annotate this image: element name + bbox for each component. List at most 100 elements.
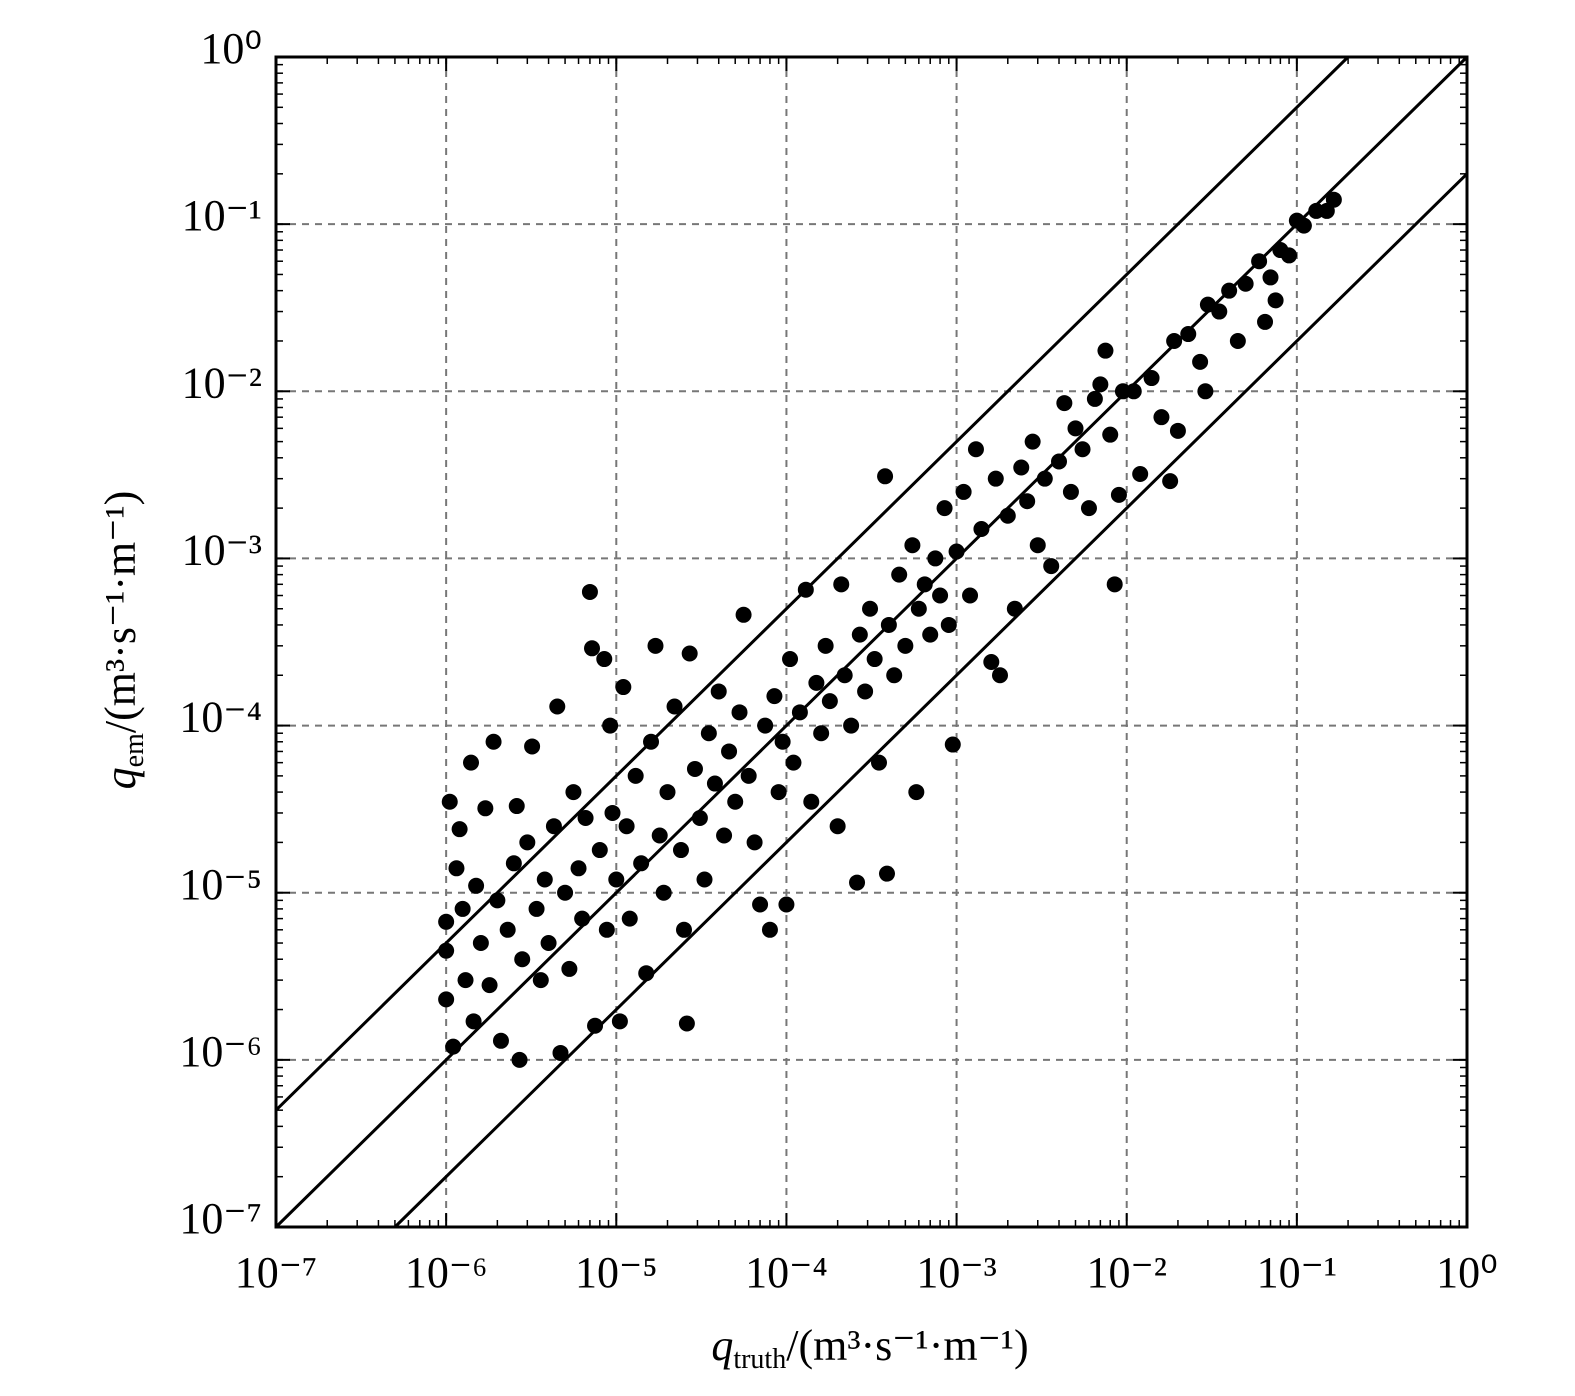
point <box>983 654 1000 671</box>
point <box>897 637 914 654</box>
point <box>454 900 471 917</box>
point <box>877 468 894 485</box>
point <box>1080 500 1097 517</box>
point <box>584 640 601 657</box>
point <box>574 910 591 927</box>
x-label-symbol: q <box>711 1321 733 1370</box>
point <box>891 566 908 583</box>
y-label-unit: /(m³·s⁻¹·m⁻¹) <box>96 491 145 733</box>
point <box>615 679 632 696</box>
point <box>761 921 778 938</box>
point <box>511 1051 528 1068</box>
point <box>973 520 990 537</box>
point <box>481 977 498 994</box>
point <box>1180 326 1197 343</box>
point <box>778 896 795 913</box>
point <box>904 537 921 554</box>
point <box>948 543 965 560</box>
point <box>545 818 562 835</box>
point <box>944 736 961 753</box>
point <box>1281 247 1298 264</box>
point <box>936 500 953 517</box>
point <box>492 1032 509 1049</box>
point <box>862 600 879 617</box>
point <box>587 1017 604 1034</box>
point <box>1074 441 1091 458</box>
point <box>880 616 897 633</box>
point <box>833 576 850 593</box>
point <box>735 606 752 623</box>
point <box>1051 453 1068 470</box>
point <box>536 871 553 888</box>
y-tick-label: 10⁻³ <box>182 526 262 575</box>
y-tick-label: 10⁻⁵ <box>179 860 262 909</box>
point <box>813 725 830 742</box>
point <box>1062 483 1079 500</box>
point <box>808 674 825 691</box>
point <box>1143 370 1160 387</box>
x-tick-label: 10⁻¹ <box>1257 1248 1337 1297</box>
point <box>591 842 608 859</box>
point <box>821 693 838 710</box>
point <box>746 834 763 851</box>
point <box>477 800 494 817</box>
point <box>552 1044 569 1061</box>
x-axis-label: qtruth/(m³·s⁻¹·m⁻¹) <box>711 1321 1028 1375</box>
point <box>1097 342 1114 359</box>
y-tick-label: 10⁻² <box>182 358 262 407</box>
y-tick-label: 10⁰ <box>200 24 262 73</box>
y-tick-label: 10⁻⁶ <box>179 1027 262 1076</box>
point <box>908 784 925 801</box>
point <box>967 441 984 458</box>
point <box>608 871 625 888</box>
point <box>752 896 769 913</box>
point <box>1262 269 1279 286</box>
point <box>1229 332 1246 349</box>
point <box>621 910 638 927</box>
point <box>457 972 474 989</box>
x-tick-label: 10⁻⁵ <box>575 1248 658 1297</box>
point <box>519 834 536 851</box>
x-tick-label: 10⁻² <box>1087 1248 1167 1297</box>
point <box>441 793 458 810</box>
point <box>1237 275 1254 292</box>
point <box>785 754 802 771</box>
reference-line <box>274 55 1350 1112</box>
point <box>999 507 1016 524</box>
point <box>706 775 723 792</box>
point <box>710 683 727 700</box>
point <box>774 733 791 750</box>
point <box>514 951 531 968</box>
point <box>686 760 703 777</box>
x-tick-label: 10⁻⁴ <box>745 1248 828 1297</box>
point <box>1102 426 1119 443</box>
point <box>1029 537 1046 554</box>
point <box>675 921 692 938</box>
point <box>1325 191 1342 208</box>
point <box>766 688 783 705</box>
point <box>940 616 957 633</box>
point <box>489 892 506 909</box>
point <box>1024 433 1041 450</box>
point <box>866 651 883 668</box>
point <box>655 884 672 901</box>
point <box>565 784 582 801</box>
point <box>916 576 933 593</box>
point <box>1006 600 1023 617</box>
y-label-symbol: q <box>96 767 145 789</box>
point <box>843 717 860 734</box>
point <box>651 827 668 844</box>
x-label-unit: /(m³·s⁻¹·m⁻¹) <box>786 1321 1028 1370</box>
point <box>836 667 853 684</box>
point <box>782 651 799 668</box>
point <box>927 550 944 567</box>
point <box>602 717 619 734</box>
point <box>1169 422 1186 439</box>
point <box>886 667 903 684</box>
point <box>962 587 979 604</box>
point <box>1106 576 1123 593</box>
y-tick-label: 10⁻⁷ <box>179 1194 262 1243</box>
point <box>451 821 468 838</box>
